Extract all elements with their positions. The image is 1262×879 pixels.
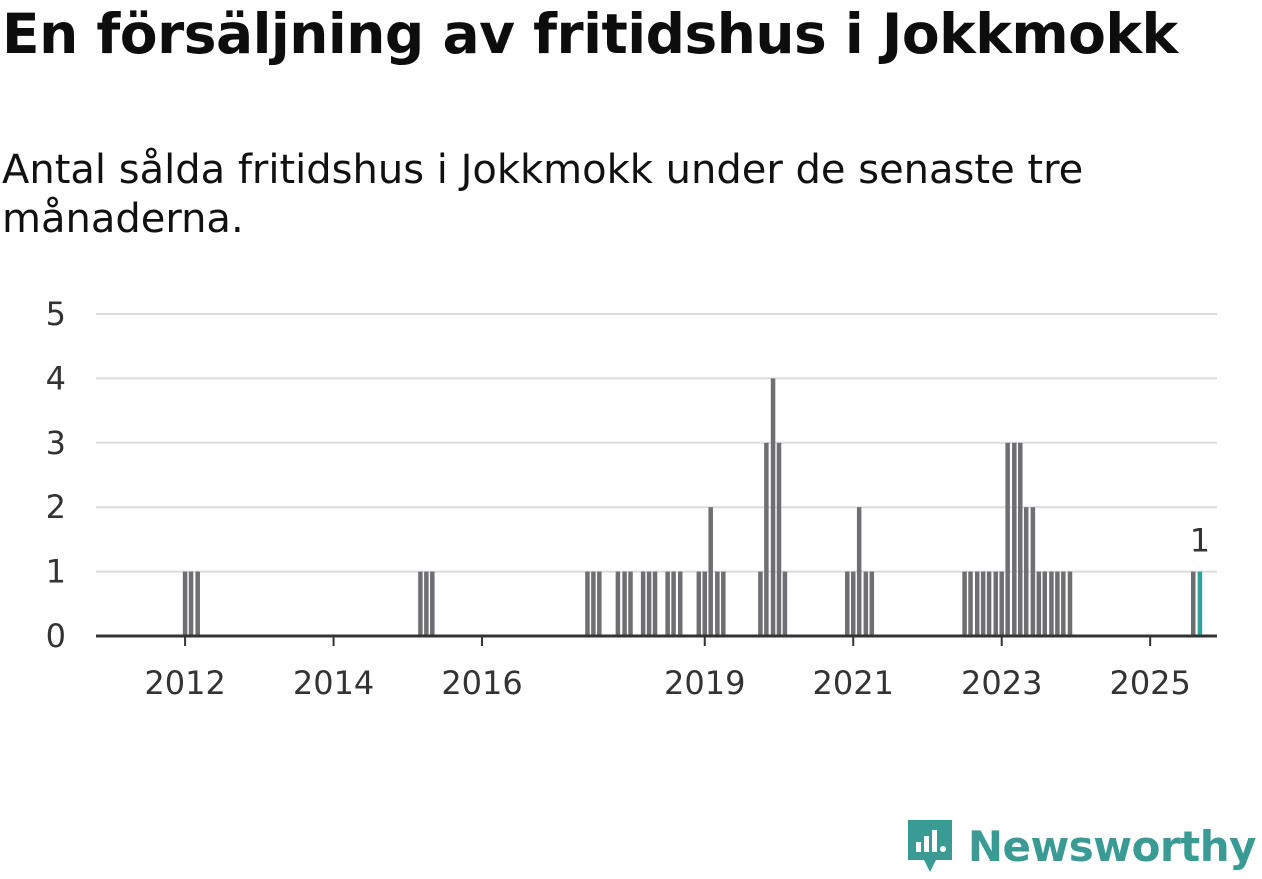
bar <box>182 571 188 636</box>
bar <box>1030 507 1036 636</box>
bars <box>182 378 1203 636</box>
bar <box>671 571 676 636</box>
chart-subtitle: Antal sålda fritidshus i Jokkmokk under … <box>2 147 1084 242</box>
chart-title: En försäljning av fritidshus i Jokkmokk <box>2 2 1178 66</box>
x-tick-label: 2025 <box>1109 664 1190 702</box>
bar <box>863 571 869 636</box>
bar <box>999 571 1004 636</box>
bar <box>646 571 652 636</box>
x-tick-label: 2016 <box>441 664 522 702</box>
bar <box>1036 571 1042 636</box>
newsworthy-logo-icon <box>907 820 952 872</box>
bar <box>591 571 596 636</box>
data-label-last: 1 <box>1190 522 1210 560</box>
bar <box>678 571 683 636</box>
bar <box>850 571 856 636</box>
bar <box>665 571 670 636</box>
bar <box>195 571 200 636</box>
bar <box>1042 571 1048 636</box>
x-tick-label: 2021 <box>813 664 894 702</box>
bar <box>708 507 713 636</box>
bar <box>715 571 720 636</box>
x-tick-label: 2012 <box>144 664 225 702</box>
bar <box>968 571 973 636</box>
y-axis-ticks: 0 1 2 3 4 5 <box>46 295 66 655</box>
bar <box>993 571 999 636</box>
bar <box>856 507 862 636</box>
bar <box>1067 571 1073 636</box>
bar <box>1190 571 1196 636</box>
y-tick-label: 3 <box>46 424 66 462</box>
y-tick-label: 2 <box>46 488 66 526</box>
bar <box>640 571 646 636</box>
bar <box>1012 442 1017 636</box>
x-tick-label: 2023 <box>961 664 1042 702</box>
bar <box>1023 507 1029 636</box>
x-axis-ticks: 2012 2014 2016 2019 2021 2023 2025 <box>144 636 1191 702</box>
x-tick-label: 2019 <box>664 664 745 702</box>
bar <box>1061 571 1066 636</box>
bar <box>702 571 708 636</box>
brand-name: Newsworthy <box>967 821 1257 871</box>
bar <box>585 571 590 636</box>
bar <box>615 571 621 636</box>
y-tick-label: 4 <box>46 359 66 397</box>
bar <box>986 571 992 636</box>
bar <box>652 571 658 636</box>
bar <box>418 571 423 636</box>
y-tick-label: 0 <box>46 617 66 655</box>
bar <box>597 571 602 636</box>
y-tick-label: 1 <box>46 553 66 591</box>
bar <box>721 571 726 636</box>
bar <box>974 571 980 636</box>
bar <box>776 442 782 636</box>
bar <box>962 571 967 636</box>
gridlines <box>96 313 1217 573</box>
bar-highlight <box>1197 571 1203 636</box>
y-tick-label: 5 <box>46 295 66 333</box>
brand-logo: Newsworthy <box>906 818 1257 874</box>
bar <box>1005 442 1010 636</box>
bar <box>869 571 875 636</box>
bar <box>188 571 194 636</box>
bar <box>764 442 769 636</box>
bar <box>1055 571 1060 636</box>
bar <box>758 571 763 636</box>
bar <box>622 571 627 636</box>
bar <box>1049 571 1054 636</box>
bar <box>782 571 788 636</box>
bar <box>1018 442 1023 636</box>
bar <box>845 571 850 636</box>
bar <box>980 571 986 636</box>
bar <box>696 571 702 636</box>
bar <box>430 571 435 636</box>
bar <box>628 571 633 636</box>
bar <box>424 571 429 636</box>
bar <box>770 378 776 636</box>
x-tick-label: 2014 <box>293 664 374 702</box>
